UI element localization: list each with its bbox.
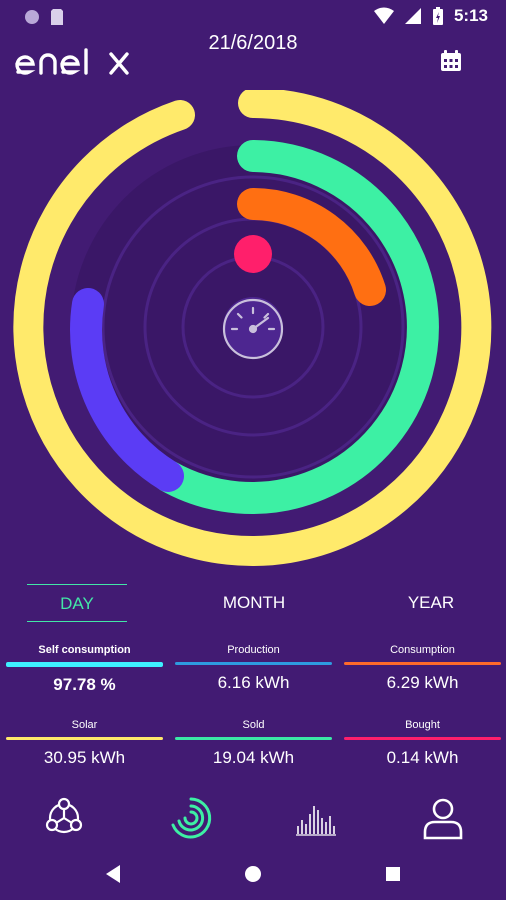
calendar-icon[interactable] [440, 50, 462, 72]
bought-ring [70, 288, 184, 492]
stat-value: 19.04 kWh [212, 748, 295, 767]
stat-sold: Sold 19.04 kWh [175, 717, 332, 768]
stat-production: Production 6.16 kWh [175, 642, 332, 693]
period-tabs: DAY MONTH YEAR [0, 584, 506, 628]
rings-icon[interactable] [167, 794, 215, 842]
enel-x-logo [15, 48, 129, 75]
status-bar: 5:13 [0, 0, 506, 32]
inner-guide-ring [101, 175, 405, 479]
stat-value: 6.29 kWh [386, 673, 459, 692]
speedometer-icon [222, 298, 284, 360]
stat-label: Consumption [390, 644, 455, 656]
recents-icon[interactable] [379, 860, 407, 888]
stat-label: Bought [405, 719, 440, 731]
notification-dot-icon [25, 10, 39, 24]
stat-label: Sold [242, 719, 265, 731]
energy-rings [13, 90, 492, 566]
signal-icon [404, 8, 421, 24]
stat-solar: Solar 30.95 kWh [6, 717, 163, 768]
stat-bar [6, 662, 163, 667]
stat-bought: Bought 0.14 kWh [344, 717, 501, 768]
consumption-ring [237, 188, 386, 306]
home-icon[interactable] [239, 860, 267, 888]
back-icon[interactable] [100, 860, 128, 888]
tab-year[interactable]: YEAR [407, 593, 455, 612]
stat-value: 0.14 kWh [386, 748, 459, 767]
stat-consumption: Consumption 6.29 kWh [344, 642, 501, 693]
stat-label: Self consumption [38, 644, 131, 656]
stat-value: 30.95 kWh [43, 748, 126, 767]
stat-bar [175, 737, 332, 740]
stat-label: Solar [71, 719, 98, 731]
tab-day[interactable]: DAY [27, 584, 127, 622]
grid-dot [234, 235, 272, 273]
stat-self-consumption: Self consumption 97.78 % [6, 642, 163, 695]
date-label: 21/6/2018 [208, 32, 298, 54]
sd-card-icon [51, 9, 63, 25]
user-icon[interactable] [419, 794, 467, 842]
network-icon[interactable] [40, 794, 88, 842]
bar-chart-icon[interactable] [292, 794, 340, 842]
stat-value: 6.16 kWh [217, 673, 290, 692]
stat-bar [6, 737, 163, 740]
battery-charging-icon [432, 7, 443, 25]
stat-bar [175, 662, 332, 665]
sold-ring [152, 140, 439, 514]
stat-label: Production [227, 644, 280, 656]
tab-month[interactable]: MONTH [222, 593, 286, 612]
system-nav-bar [0, 846, 506, 900]
solar-ring [13, 90, 492, 566]
clock: 5:13 [453, 6, 488, 25]
app-bar: 21/6/2018 [0, 32, 506, 94]
stat-bar [344, 662, 501, 665]
wifi-icon [373, 7, 394, 24]
stat-value: 97.78 % [53, 675, 116, 694]
bottom-nav [0, 790, 506, 846]
stat-bar [344, 737, 501, 740]
